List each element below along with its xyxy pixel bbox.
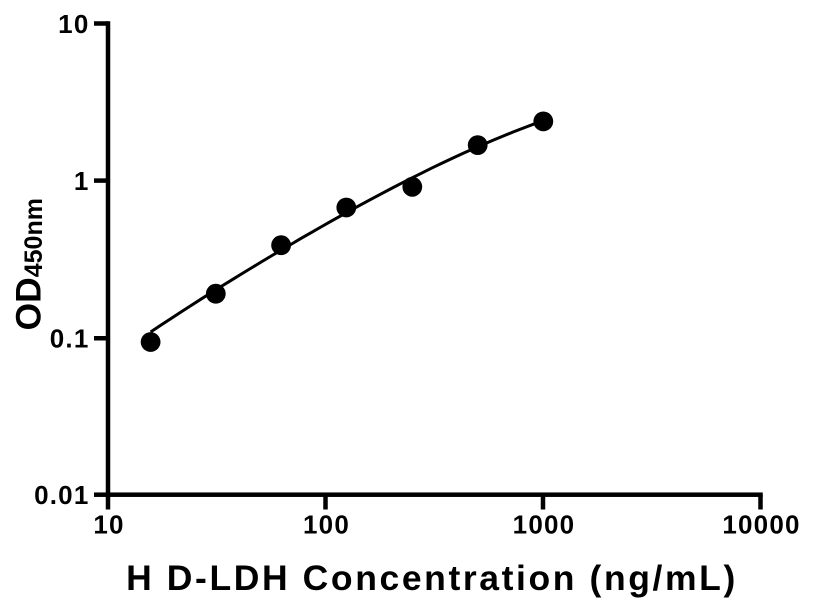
svg-text:0.01: 0.01 (34, 480, 89, 510)
svg-text:0.1: 0.1 (50, 324, 90, 354)
svg-text:10: 10 (93, 509, 124, 539)
svg-text:10000: 10000 (722, 509, 800, 539)
svg-text:H D-LDH Concentration (ng/mL): H D-LDH Concentration (ng/mL) (126, 558, 738, 598)
svg-text:1000: 1000 (513, 509, 576, 539)
svg-text:100: 100 (303, 509, 350, 539)
svg-text:10: 10 (58, 9, 89, 39)
svg-text:1: 1 (74, 166, 90, 196)
